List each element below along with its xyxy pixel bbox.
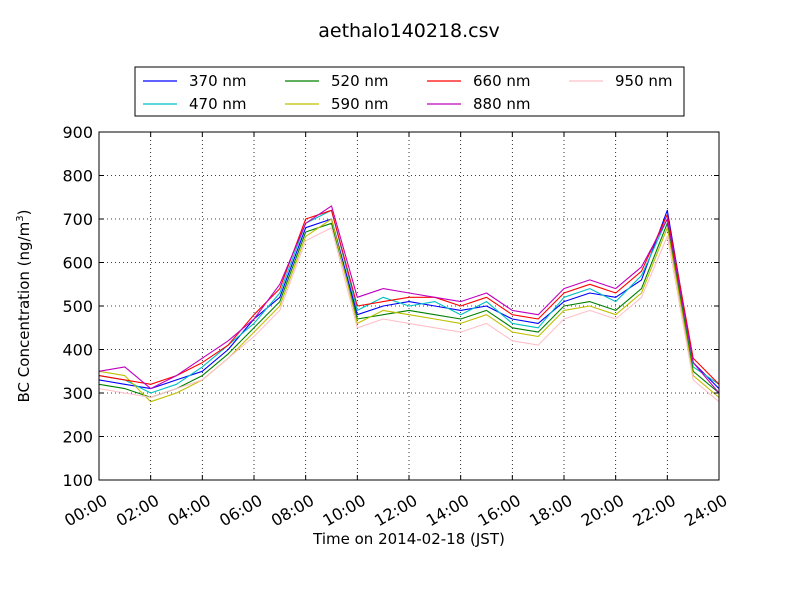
series-layer (98, 205, 720, 403)
y-tick-label: 400 (62, 341, 93, 360)
x-tick-label: 16:00 (475, 491, 524, 531)
x-tick-label: 02:00 (113, 491, 162, 531)
x-tick-label: 06:00 (216, 491, 265, 531)
series-line-520-nm (98, 222, 720, 398)
series-line-880-nm (98, 205, 720, 394)
x-tick-label: 10:00 (320, 491, 369, 531)
legend-label-470-nm: 470 nm (189, 95, 247, 113)
series-line-660-nm (98, 209, 720, 385)
legend-frame (134, 66, 685, 117)
x-tick-label: 04:00 (165, 491, 214, 531)
x-tick-label: 00:00 (61, 491, 110, 531)
x-tick-label: 20:00 (578, 491, 627, 531)
legend-label-950-nm: 950 nm (615, 72, 673, 90)
legend: 370 nm 470 nm 520 nm 590 nm 660 nm 880 nm 950 … (134, 66, 685, 117)
x-tick-label: 14:00 (423, 491, 472, 531)
legend-label-880-nm: 880 nm (473, 95, 531, 113)
y-tick-label: 800 (62, 167, 93, 186)
series-line-370-nm (98, 209, 720, 390)
legend-label-520-nm: 520 nm (331, 72, 389, 90)
y-axis-label: BC Concentration (ng/m3) (15, 210, 33, 403)
chart-title: aethalo140218.csv (318, 20, 500, 42)
y-tick-label: 500 (62, 297, 93, 316)
y-tick-label: 100 (62, 471, 93, 490)
legend-label-370-nm: 370 nm (189, 72, 247, 90)
legend-label-660-nm: 660 nm (473, 72, 531, 90)
y-tick-label: 200 (62, 428, 93, 447)
y-axis: 100 200 300 400 500 600 700 800 900 (62, 123, 719, 490)
x-axis-label: Time on 2014-02-18 (JST) (312, 530, 505, 548)
series-line-950-nm (98, 227, 720, 403)
x-tick-label: 08:00 (268, 491, 317, 531)
y-tick-label: 600 (62, 254, 93, 273)
grid (99, 132, 719, 480)
y-tick-label: 300 (62, 384, 93, 403)
x-axis: 00:00 02:00 04:00 06:00 08:00 10:00 12:00 14:00… (61, 132, 731, 531)
x-tick-label: 12:00 (371, 491, 420, 531)
y-tick-label: 700 (62, 210, 93, 229)
x-tick-label: 22:00 (630, 491, 679, 531)
series-line-470-nm (98, 209, 720, 394)
legend-label-590-nm: 590 nm (331, 95, 389, 113)
x-tick-label: 18:00 (526, 491, 575, 531)
y-tick-label: 900 (62, 123, 93, 142)
x-tick-label: 24:00 (681, 491, 730, 531)
